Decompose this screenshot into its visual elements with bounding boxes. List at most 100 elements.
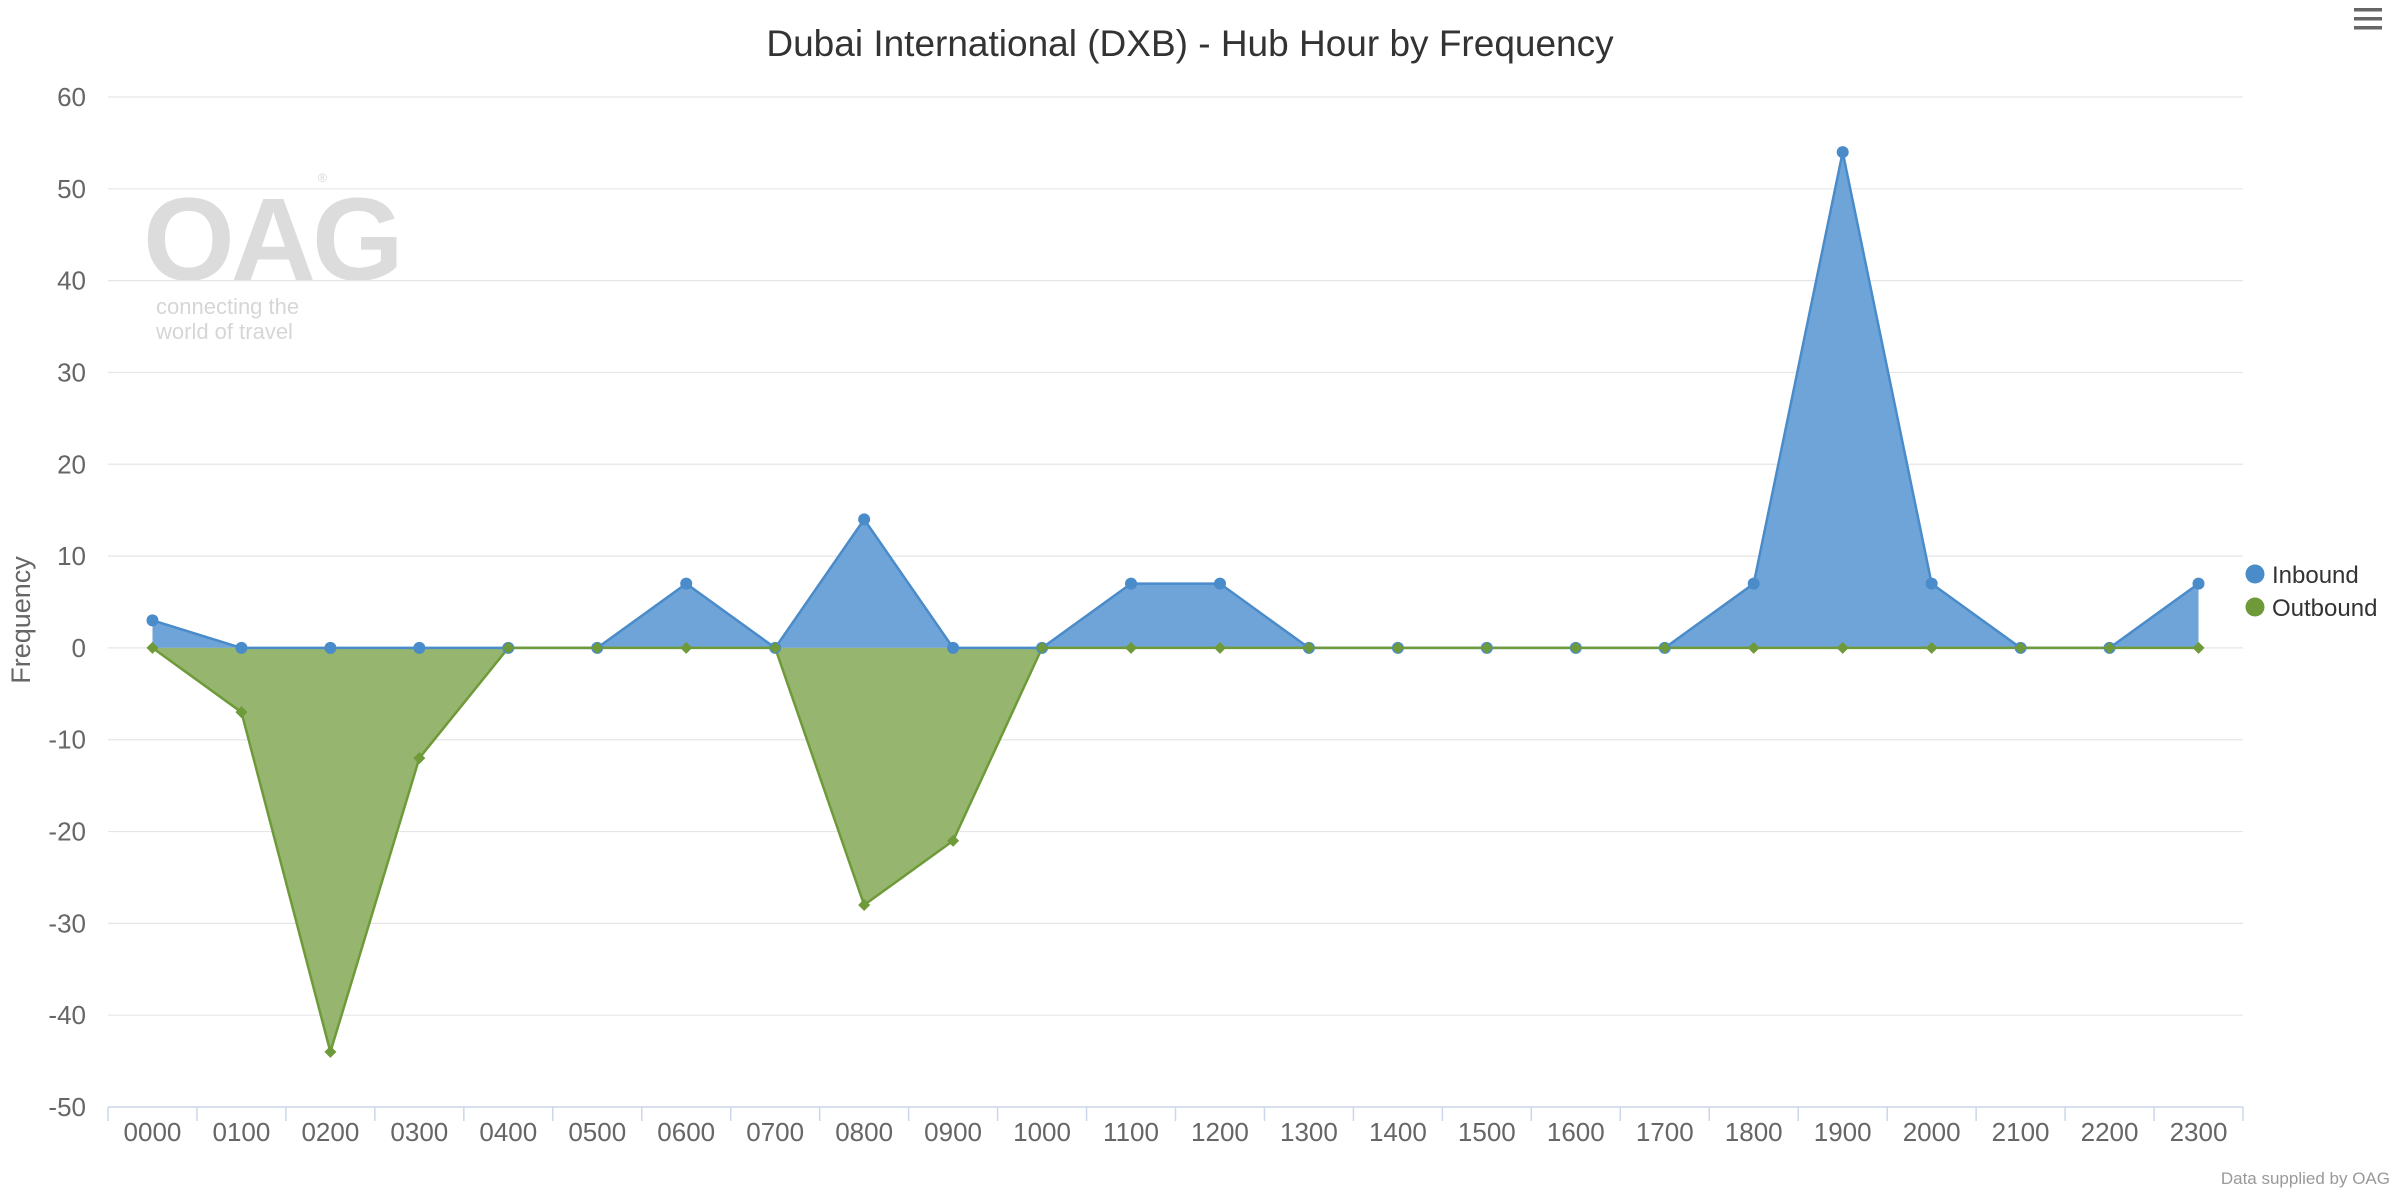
- x-tick-label: 0700: [746, 1117, 804, 1147]
- x-tick-label: 1300: [1280, 1117, 1338, 1147]
- watermark-tagline-line1: connecting the: [156, 294, 299, 319]
- data-point-inbound[interactable]: [1125, 577, 1138, 590]
- data-point-inbound[interactable]: [858, 513, 871, 526]
- y-tick-label: 0: [72, 633, 86, 663]
- data-point-outbound[interactable]: [1747, 641, 1760, 654]
- legend-label: Inbound: [2272, 562, 2359, 589]
- x-tick-label: 0600: [657, 1117, 715, 1147]
- data-point-inbound[interactable]: [235, 641, 248, 654]
- y-tick-label: -20: [48, 817, 86, 847]
- data-point-inbound[interactable]: [413, 641, 426, 654]
- watermark-registered-mark: ®: [318, 171, 327, 185]
- x-axis-tick-labels: 0000 0100 0200 0300 0400 0500 0600 0700 0800 0900…: [124, 1117, 2228, 1147]
- series-line-inbound: [152, 150, 2200, 650]
- x-tick-label: 0200: [301, 1117, 359, 1147]
- data-point-outbound[interactable]: [502, 641, 515, 654]
- x-tick-label: 1700: [1636, 1117, 1694, 1147]
- legend-marker-outbound: [2245, 597, 2265, 617]
- data-point-outbound[interactable]: [324, 1045, 337, 1058]
- x-tick-label: 0500: [568, 1117, 626, 1147]
- x-tick-label: 1600: [1547, 1117, 1605, 1147]
- oag-watermark-logo: OAG ® connecting the world of travel: [143, 171, 404, 344]
- data-point-outbound[interactable]: [2103, 641, 2116, 654]
- data-point-outbound[interactable]: [413, 752, 426, 765]
- legend-label: Outbound: [2272, 595, 2377, 622]
- legend-item-outbound[interactable]: Outbound: [2245, 595, 2378, 622]
- legend-marker-inbound: [2245, 564, 2265, 584]
- y-tick-label: -30: [48, 908, 86, 938]
- series-area-outbound: [152, 647, 2199, 1052]
- x-tick-label: 2000: [1903, 1117, 1961, 1147]
- y-tick-label: 40: [57, 266, 86, 296]
- data-point-outbound[interactable]: [947, 834, 960, 847]
- x-tick-label: 1900: [1814, 1117, 1872, 1147]
- x-tick-label: 0900: [924, 1117, 982, 1147]
- y-tick-label: 20: [57, 449, 86, 479]
- x-tick-label: 1000: [1013, 1117, 1071, 1147]
- data-point-inbound[interactable]: [1747, 577, 1760, 590]
- series-line-outbound: [151, 646, 2199, 1054]
- hamburger-menu-icon[interactable]: [2354, 8, 2382, 30]
- data-point-inbound[interactable]: [1925, 577, 1938, 590]
- data-point-outbound[interactable]: [235, 706, 248, 719]
- data-point-inbound[interactable]: [947, 641, 960, 654]
- x-tick-label: 1800: [1725, 1117, 1783, 1147]
- y-axis-tick-labels: 60 50 40 30 20 10 0 -10 -20 -30 -40 -50: [48, 82, 86, 1122]
- x-tick-label: 0100: [213, 1117, 271, 1147]
- watermark-logo-text: OAG: [143, 174, 400, 306]
- data-point-inbound[interactable]: [324, 641, 337, 654]
- data-point-outbound[interactable]: [1125, 641, 1138, 654]
- x-axis: [107, 1106, 2244, 1121]
- y-tick-label: 60: [57, 82, 86, 112]
- data-point-outbound[interactable]: [591, 641, 604, 654]
- x-tick-label: 1100: [1103, 1117, 1159, 1147]
- data-point-inbound[interactable]: [2192, 577, 2205, 590]
- x-tick-label: 1400: [1369, 1117, 1427, 1147]
- series-lines: [151, 150, 2200, 1054]
- data-point-outbound[interactable]: [1213, 641, 1226, 654]
- y-tick-label: -50: [48, 1092, 86, 1122]
- chart-legend: Inbound Outbound: [2245, 562, 2378, 622]
- x-tick-label: 1500: [1458, 1117, 1516, 1147]
- legend-item-inbound[interactable]: Inbound: [2245, 562, 2359, 589]
- chart-credits[interactable]: Data supplied by OAG: [2221, 1169, 2390, 1188]
- data-point-outbound[interactable]: [146, 641, 159, 654]
- x-tick-label: 0000: [124, 1117, 182, 1147]
- x-tick-label: 2200: [2081, 1117, 2139, 1147]
- data-point-outbound[interactable]: [1925, 641, 1938, 654]
- y-axis-title: Frequency: [6, 556, 36, 684]
- series-markers: [146, 146, 2205, 1058]
- data-point-outbound[interactable]: [680, 641, 693, 654]
- y-tick-label: 30: [57, 357, 86, 387]
- x-tick-label: 0800: [835, 1117, 893, 1147]
- data-point-inbound[interactable]: [146, 614, 159, 627]
- series-areas: [152, 152, 2199, 1052]
- data-point-inbound[interactable]: [1836, 146, 1849, 159]
- chart-title: Dubai International (DXB) - Hub Hour by …: [766, 23, 1614, 64]
- y-tick-label: 50: [57, 174, 86, 204]
- y-tick-label: -40: [48, 1000, 86, 1030]
- x-tick-label: 2100: [1992, 1117, 2050, 1147]
- x-tick-label: 2300: [2170, 1117, 2228, 1147]
- data-point-outbound[interactable]: [1036, 641, 1049, 654]
- x-tick-label: 0300: [390, 1117, 448, 1147]
- data-point-outbound[interactable]: [1480, 641, 1493, 654]
- data-point-outbound[interactable]: [769, 641, 782, 654]
- data-point-outbound[interactable]: [1569, 641, 1582, 654]
- data-point-inbound[interactable]: [1213, 577, 1226, 590]
- y-tick-label: 10: [57, 541, 86, 571]
- data-point-outbound[interactable]: [1391, 641, 1404, 654]
- x-tick-label: 0400: [479, 1117, 537, 1147]
- data-point-outbound[interactable]: [1658, 641, 1671, 654]
- x-tick-label: 1200: [1191, 1117, 1249, 1147]
- data-point-outbound[interactable]: [1302, 641, 1315, 654]
- data-point-inbound[interactable]: [680, 577, 693, 590]
- y-tick-label: -10: [48, 725, 86, 755]
- chart-menu-button[interactable]: [2346, 2, 2390, 36]
- data-point-outbound[interactable]: [1836, 641, 1849, 654]
- watermark-tagline-line2: world of travel: [155, 319, 293, 344]
- data-point-outbound[interactable]: [858, 899, 871, 911]
- data-point-outbound[interactable]: [2014, 641, 2027, 654]
- data-point-outbound[interactable]: [2192, 641, 2205, 654]
